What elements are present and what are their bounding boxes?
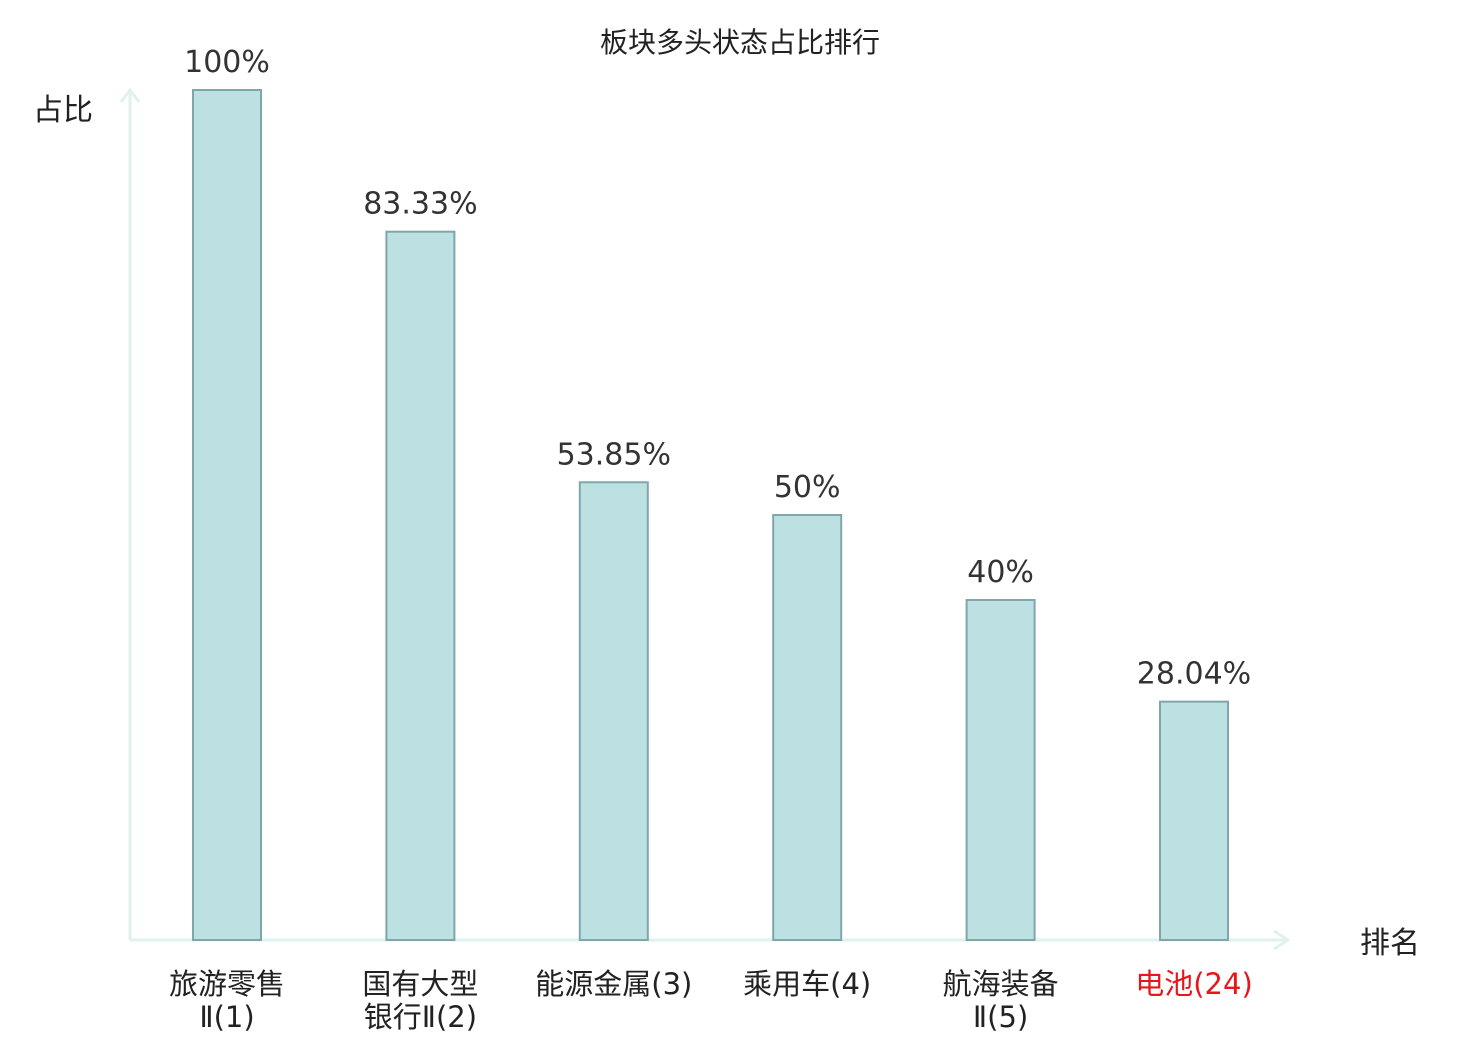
chart-title: 板块多头状态占比排行 bbox=[600, 26, 880, 59]
category-label-line: Ⅱ(1) bbox=[199, 1000, 254, 1034]
category-label: 航海装备 Ⅱ(5) bbox=[943, 967, 1059, 1034]
category-label: 能源金属(3) bbox=[535, 967, 692, 1001]
x-axis-arrow bbox=[1273, 929, 1291, 951]
y-axis-arrow bbox=[119, 87, 141, 103]
category-label-line: 国有大型 bbox=[362, 967, 478, 1001]
bar bbox=[385, 230, 456, 941]
value-label: 83.33% bbox=[363, 187, 477, 222]
category-label-line: 航海装备 bbox=[943, 967, 1059, 1001]
bars-group bbox=[192, 89, 1229, 941]
bar bbox=[192, 89, 262, 941]
x-axis-label: 排名 bbox=[1360, 926, 1420, 961]
category-label-line: 旅游零售 bbox=[169, 967, 285, 1001]
value-label: 53.85% bbox=[557, 437, 671, 472]
category-label-line: 能源金属(3) bbox=[535, 967, 692, 1001]
value-labels-group: 100% 83.33% 53.85% 50% 40% 28.04% bbox=[184, 45, 1251, 692]
axes bbox=[119, 87, 1291, 951]
y-axis-label: 占比 bbox=[33, 93, 93, 128]
category-label: 电池(24) bbox=[1135, 967, 1253, 1001]
category-labels-group: 旅游零售 Ⅱ(1) 国有大型银行Ⅱ(2) 能源金属(3) 乘用车(4) 航海装备 Ⅱ(5) 电… bbox=[169, 967, 1253, 1034]
bar bbox=[965, 599, 1036, 941]
category-label-line: 乘用车(4) bbox=[743, 967, 871, 1001]
bar bbox=[772, 514, 843, 941]
value-label: 28.04% bbox=[1137, 657, 1251, 692]
value-label: 50% bbox=[774, 470, 841, 505]
category-label-line: 电池(24) bbox=[1135, 967, 1253, 1001]
category-label-line: Ⅱ(5) bbox=[973, 1000, 1028, 1034]
bar bbox=[578, 481, 649, 941]
category-label: 乘用车(4) bbox=[743, 967, 871, 1001]
category-label-line: 银行Ⅱ(2) bbox=[364, 1000, 477, 1034]
category-label: 旅游零售 Ⅱ(1) bbox=[169, 967, 285, 1034]
category-label: 国有大型银行Ⅱ(2) bbox=[362, 967, 478, 1034]
bar bbox=[1159, 700, 1229, 941]
value-label: 40% bbox=[967, 555, 1034, 590]
value-label: 100% bbox=[184, 45, 270, 80]
